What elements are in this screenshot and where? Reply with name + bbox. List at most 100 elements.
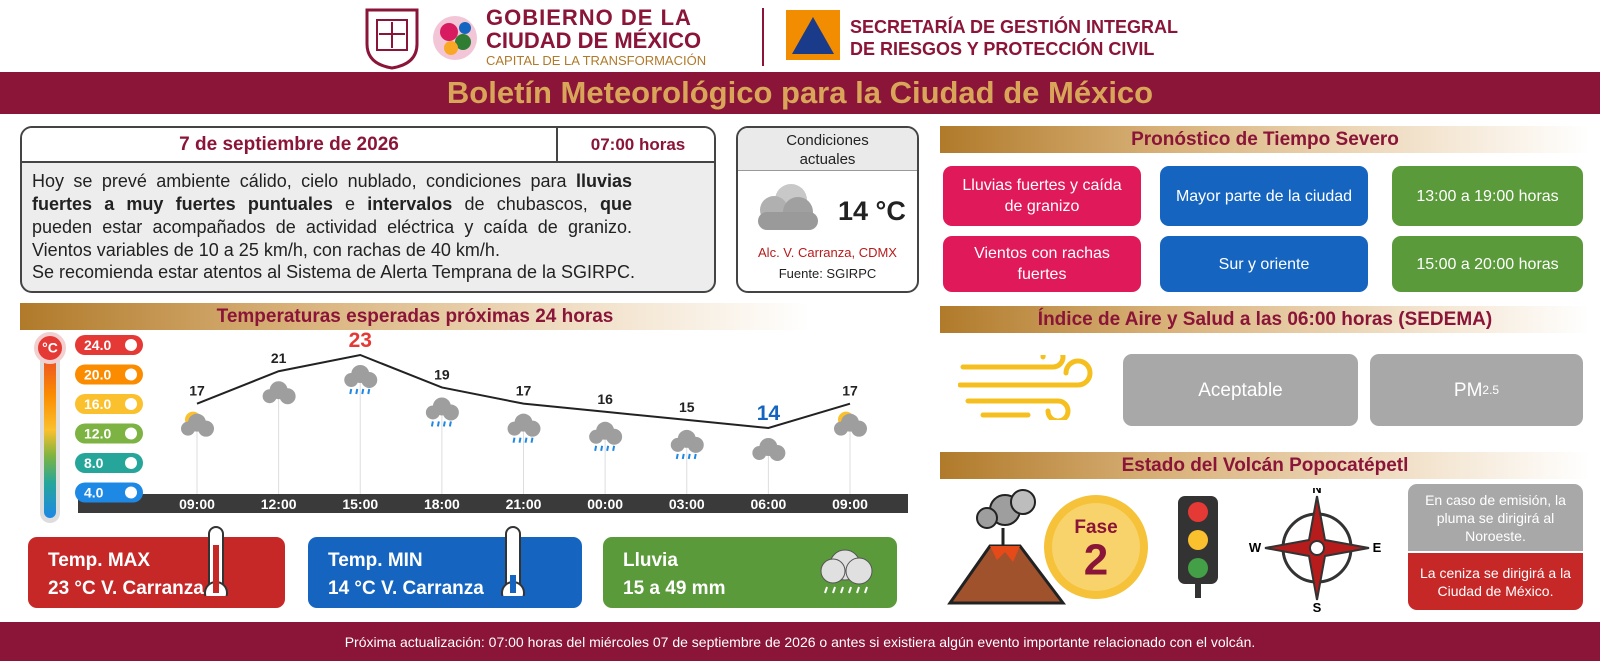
cloud <box>361 372 378 388</box>
value-label: 17 <box>516 383 532 399</box>
bulletin-time: 07:00 horas <box>558 128 714 163</box>
summary-icon <box>820 549 873 594</box>
cloud <box>769 445 786 461</box>
x-tick-label: 12:00 <box>261 496 297 512</box>
cloud <box>198 420 214 437</box>
air-header: Índice de Aire y Salud a las 06:00 horas… <box>940 306 1590 333</box>
wind-icon <box>958 355 1093 420</box>
severe-cell: Lluvias fuertes y caída de granizo <box>943 166 1141 226</box>
logos <box>365 8 477 70</box>
cloud <box>524 420 541 437</box>
summary-box: Lluvia 15 a 49 mm <box>603 537 897 608</box>
text-run: que <box>599 194 632 214</box>
scale-dot <box>125 427 137 440</box>
air-pollutant: PM 2.5 <box>1370 354 1583 426</box>
rain <box>367 388 371 395</box>
rain <box>612 445 616 451</box>
scale-chip <box>75 364 143 385</box>
rain <box>594 445 598 451</box>
cloud <box>851 420 867 437</box>
cloud <box>845 557 873 585</box>
sec-name: SECRETARÍA DE GESTIÓN INTEGRAL DE RIESGO… <box>850 16 1178 60</box>
rain <box>832 586 836 594</box>
x-tick-label: 15:00 <box>342 496 378 512</box>
summary-icon <box>204 526 228 596</box>
current-title: Condiciones actuales <box>738 128 917 171</box>
rain <box>349 388 353 395</box>
severe-cell: 15:00 a 20:00 horas <box>1392 236 1583 292</box>
x-tick-label: 03:00 <box>669 496 705 512</box>
compass-e: E <box>1373 540 1382 555</box>
title: Boletín Meteorológico para la Ciudad de … <box>446 75 1154 110</box>
scale-chip <box>75 482 143 503</box>
scale-dot <box>125 339 137 351</box>
scale-chip <box>75 394 143 414</box>
cloud <box>279 388 296 405</box>
rain <box>442 421 446 427</box>
rain <box>436 421 440 427</box>
x-tick-label: 00:00 <box>587 496 623 512</box>
bulletin-note: Se recomienda estar atentos al Sistema d… <box>32 262 635 282</box>
value-label: 16 <box>597 391 613 407</box>
current-conditions: Condiciones actuales 14 °C Alc. V. Carra… <box>736 126 919 293</box>
pollutant: PM <box>1453 379 1483 401</box>
rain <box>856 586 860 594</box>
severe-header: Pronóstico de Tiempo Severo <box>940 126 1590 153</box>
rain <box>824 586 828 594</box>
air-quality: Aceptable <box>1123 354 1358 426</box>
summary-label: Temp. MIN <box>328 550 423 571</box>
summary-text: 23 °C V. Carranza <box>48 578 204 599</box>
x-tick-label: 09:00 <box>179 496 215 512</box>
thermo <box>510 575 516 593</box>
value-label: 23 <box>349 330 372 352</box>
x-tick-label: 06:00 <box>750 496 786 512</box>
x-tick-label: 18:00 <box>424 496 460 512</box>
cloud <box>820 558 846 584</box>
gov-name: GOBIERNO DE LA CIUDAD DE MÉXICO <box>486 6 701 52</box>
pollutant-sub: 2.5 <box>1482 382 1500 397</box>
cloud <box>589 429 604 444</box>
sec-line: DE RIESGOS Y PROTECCIÓN CIVIL <box>850 39 1155 59</box>
scale-chip <box>75 423 143 444</box>
cloud <box>606 428 623 445</box>
text-run: de chubascos, <box>452 194 600 214</box>
rain <box>600 445 604 451</box>
bulletin-date: 7 de septiembre de 2026 <box>22 128 558 163</box>
rain <box>530 437 534 443</box>
rain <box>681 453 685 460</box>
cloud <box>262 389 277 404</box>
rain <box>518 437 522 443</box>
cloud <box>181 421 195 436</box>
gov-line: CIUDAD DE MÉXICO <box>486 28 702 53</box>
scale-dot <box>125 398 137 410</box>
value-label: 17 <box>189 383 205 399</box>
cloud-icon <box>758 184 818 230</box>
scale-chip <box>75 453 143 473</box>
cloud <box>687 436 704 453</box>
severe-cell: Vientos con rachas fuertes <box>943 236 1141 292</box>
air-title: Índice de Aire y Salud a las 06:00 horas… <box>1037 308 1493 330</box>
rain <box>512 437 516 443</box>
rain <box>430 421 434 427</box>
scale-dot <box>125 457 137 469</box>
scale-label: 8.0 <box>84 455 104 471</box>
severe-cell: 13:00 a 19:00 horas <box>1392 166 1583 226</box>
severe-cell: Sur y oriente <box>1160 236 1368 292</box>
bulletin: 7 de septiembre de 2026 07:00 horas Hoy … <box>20 126 716 293</box>
compass-s: S <box>1313 600 1322 613</box>
cloud <box>507 421 522 436</box>
gov-line: GOBIERNO DE LA <box>486 5 692 30</box>
scale-label: 12.0 <box>84 426 111 442</box>
unit: °C <box>42 340 58 356</box>
text-run: intervalos <box>367 194 453 214</box>
temp-header: Temperaturas esperadas próximas 24 horas <box>20 303 810 330</box>
x-tick-label: 09:00 <box>832 496 868 512</box>
x-tick-label: 21:00 <box>506 496 542 512</box>
summary-box: Temp. MAX 23 °C V. Carranza <box>28 526 285 608</box>
text-run: pueden estar acompañados de actividad el… <box>32 217 632 260</box>
rain <box>848 586 852 594</box>
ash: La ceniza se dirigirá a la Ciudad de Méx… <box>1408 553 1583 610</box>
title-banner: Boletín Meteorológico para la Ciudad de … <box>0 72 1600 114</box>
footer: Próxima actualización: 07:00 horas del m… <box>0 622 1600 661</box>
cloud <box>425 405 440 420</box>
